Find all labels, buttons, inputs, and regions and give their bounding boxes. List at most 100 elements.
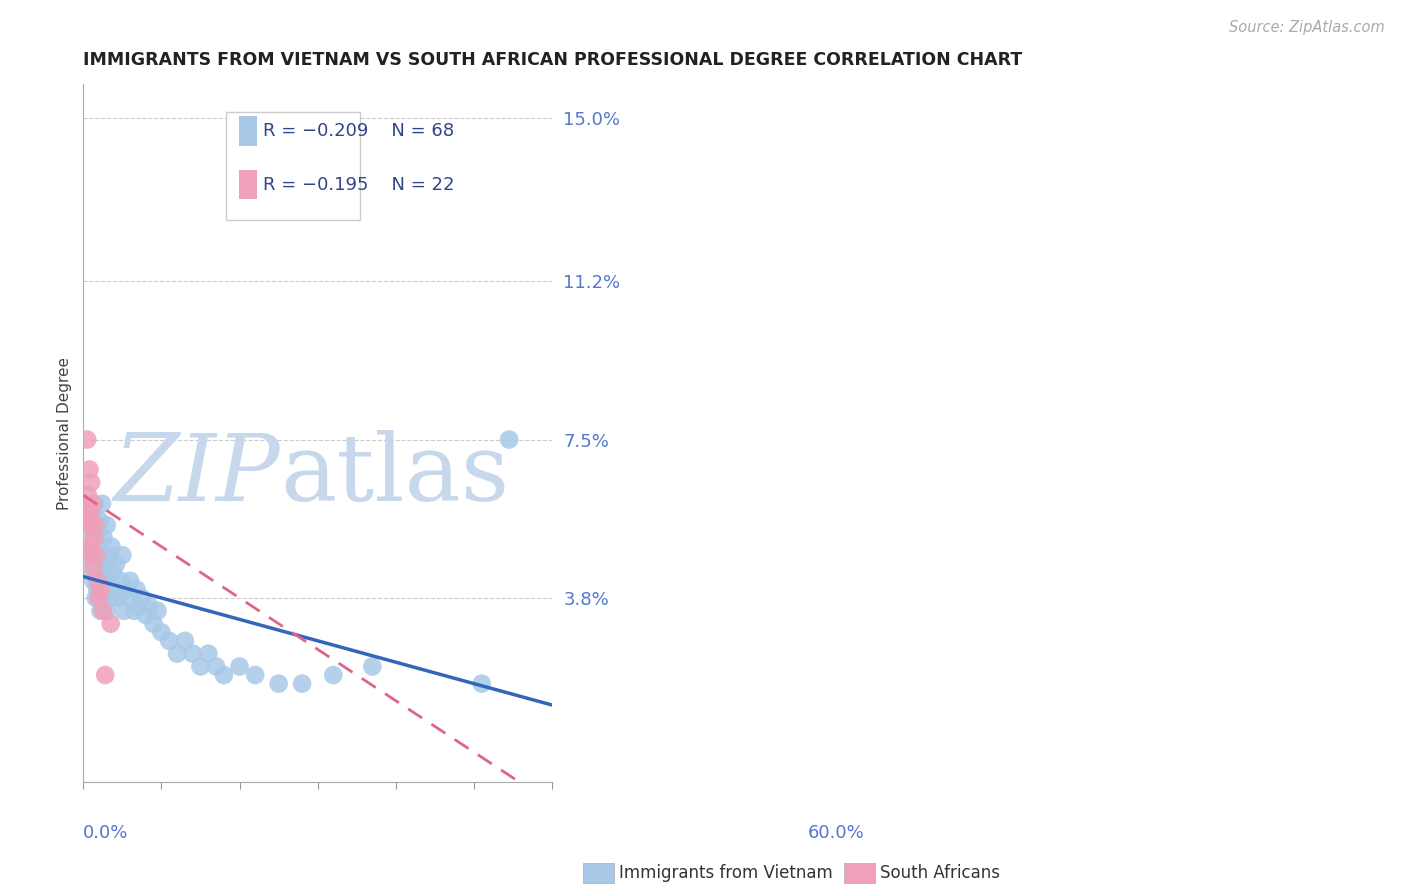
Point [93, 531, 115, 545]
Point [86, 582, 108, 597]
FancyBboxPatch shape [226, 112, 360, 220]
Point [82, 561, 104, 575]
Text: 60.0%: 60.0% [808, 824, 865, 842]
Point [79, 505, 101, 519]
Point [89, 604, 111, 618]
Point [110, 574, 132, 588]
Point [86, 531, 108, 545]
Point [89, 574, 111, 588]
Point [91, 604, 114, 618]
Point [75, 505, 97, 519]
Point [243, 668, 266, 682]
Point [96, 604, 118, 618]
Point [86, 574, 108, 588]
Point [91, 566, 114, 580]
Point [84, 566, 107, 580]
Point [107, 591, 129, 605]
Point [103, 582, 125, 597]
Point [94, 668, 117, 682]
Point [131, 591, 153, 605]
FancyBboxPatch shape [239, 170, 257, 199]
Point [79, 548, 101, 562]
Point [112, 604, 135, 618]
Point [212, 668, 235, 682]
Point [93, 582, 115, 597]
Point [79, 462, 101, 476]
Point [127, 599, 149, 614]
Point [197, 647, 219, 661]
Point [87, 591, 110, 605]
Point [267, 676, 290, 690]
Point [120, 574, 142, 588]
Text: South Africans: South Africans [880, 864, 1000, 882]
Point [94, 557, 117, 571]
Point [76, 433, 98, 447]
Y-axis label: Professional Degree: Professional Degree [58, 357, 72, 509]
Point [111, 548, 134, 562]
Point [291, 676, 314, 690]
Point [150, 625, 173, 640]
Point [91, 591, 114, 605]
Point [77, 531, 100, 545]
Point [83, 531, 105, 545]
Point [76, 540, 98, 554]
Point [77, 488, 100, 502]
Point [135, 608, 157, 623]
Point [80, 518, 103, 533]
Point [82, 497, 104, 511]
Point [79, 540, 101, 554]
Point [84, 518, 107, 533]
Point [86, 557, 108, 571]
Point [87, 518, 110, 533]
Point [82, 574, 104, 588]
Point [101, 566, 124, 580]
Point [100, 591, 122, 605]
Point [84, 591, 107, 605]
Point [157, 633, 180, 648]
Point [166, 647, 188, 661]
Point [142, 616, 165, 631]
Text: R = −0.209    N = 68: R = −0.209 N = 68 [263, 122, 454, 140]
Point [100, 616, 122, 631]
Point [80, 475, 103, 490]
Point [80, 561, 103, 575]
Text: Source: ZipAtlas.com: Source: ZipAtlas.com [1229, 20, 1385, 35]
Point [105, 557, 128, 571]
Point [97, 574, 120, 588]
Text: atlas: atlas [280, 430, 509, 520]
Point [87, 540, 110, 554]
Point [117, 591, 139, 605]
Point [322, 668, 344, 682]
Point [91, 497, 114, 511]
Text: 0.0%: 0.0% [83, 824, 129, 842]
Text: Immigrants from Vietnam: Immigrants from Vietnam [619, 864, 832, 882]
Point [96, 518, 118, 533]
Point [181, 647, 204, 661]
Point [471, 676, 494, 690]
Point [146, 604, 169, 618]
Text: IMMIGRANTS FROM VIETNAM VS SOUTH AFRICAN PROFESSIONAL DEGREE CORRELATION CHART: IMMIGRANTS FROM VIETNAM VS SOUTH AFRICAN… [83, 51, 1022, 69]
Point [228, 659, 250, 673]
Point [115, 582, 138, 597]
Point [90, 548, 112, 562]
Point [84, 548, 107, 562]
Point [87, 591, 110, 605]
Point [122, 604, 145, 618]
Point [100, 540, 122, 554]
Point [77, 518, 100, 533]
Point [138, 599, 160, 614]
Point [361, 659, 384, 673]
Point [84, 497, 107, 511]
Point [98, 548, 121, 562]
Point [80, 548, 103, 562]
Point [125, 582, 148, 597]
FancyBboxPatch shape [239, 116, 257, 145]
Point [173, 633, 195, 648]
Point [75, 497, 97, 511]
Text: R = −0.195    N = 22: R = −0.195 N = 22 [263, 176, 454, 194]
Point [89, 582, 111, 597]
Point [190, 659, 212, 673]
Point [83, 548, 105, 562]
Point [205, 659, 228, 673]
Text: ZIP: ZIP [114, 430, 280, 520]
